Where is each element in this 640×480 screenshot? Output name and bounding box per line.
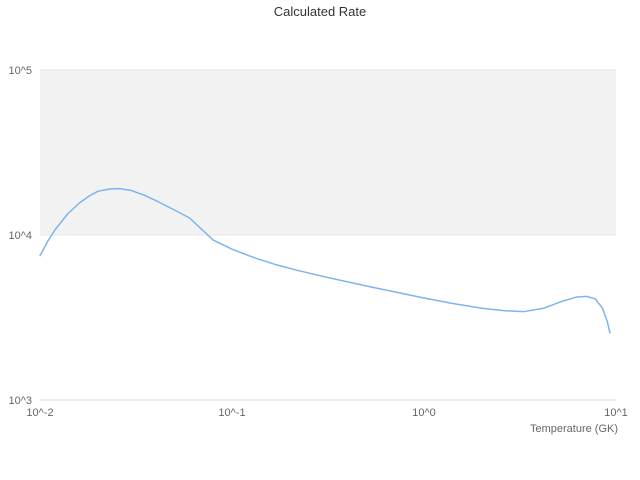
x-tick-label: 10^1 <box>604 407 628 419</box>
x-tick-label: 10^0 <box>412 407 436 419</box>
chart-title: Calculated Rate <box>274 4 367 19</box>
y-tick-labels: 10^3 10^4 10^5 <box>8 65 32 407</box>
x-axis-title: Temperature (GK) <box>530 423 618 435</box>
series-line <box>39 187 611 334</box>
plot-band <box>40 70 616 235</box>
y-tick-label: 10^4 <box>8 230 32 242</box>
y-tick-label: 10^5 <box>8 65 32 77</box>
x-tick-label: 10^-2 <box>26 407 53 419</box>
x-tick-label: 10^-1 <box>218 407 245 419</box>
x-tick-labels: 10^-2 10^-1 10^0 10^1 <box>26 407 627 419</box>
y-tick-label: 10^3 <box>8 395 32 407</box>
